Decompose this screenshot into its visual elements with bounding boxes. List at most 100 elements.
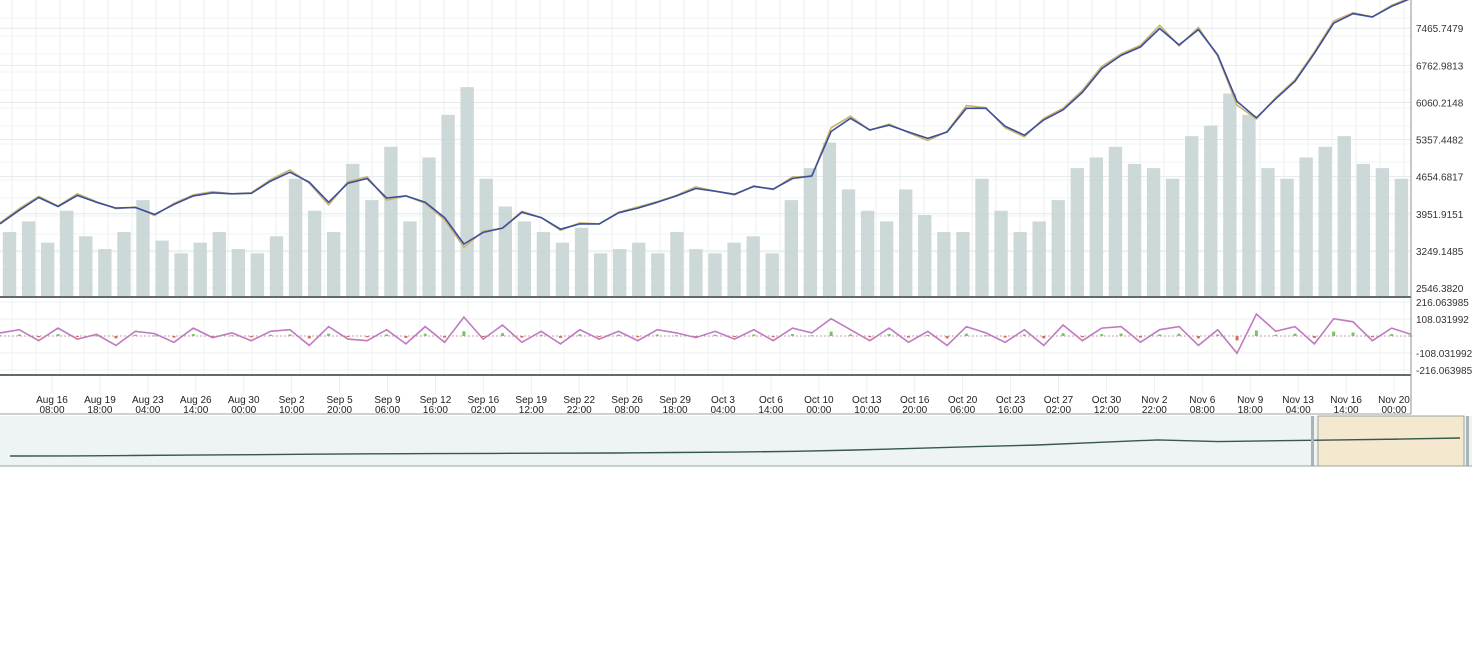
osc-histogram-bar [153,335,157,337]
osc-histogram-bar [211,336,215,337]
volume-bar [231,249,246,296]
volume-bar [1394,178,1409,296]
osc-histogram-bar [868,336,872,338]
price-tick-label: 7465.7479 [1416,24,1464,35]
x-tick-time-label: 08:00 [615,405,640,416]
volume-bar [193,242,207,296]
volume-bar [136,200,150,296]
osc-histogram-bar [1061,333,1065,336]
x-tick-date-label: Oct 3 [711,395,735,406]
osc-histogram-bar [1370,336,1374,338]
osc-histogram-bar [597,336,601,337]
osc-histogram-bar [790,334,794,336]
x-tick-time-label: 08:00 [39,405,64,416]
osc-histogram-bar [732,336,736,337]
volume-bar [879,221,894,296]
price-tick-label: 2546.3820 [1416,284,1464,295]
chart-svg: 7465.7479 6762.9813 6060.2148 5357.4482 4654… [0,0,1473,467]
volume-bar [784,200,798,296]
navigator[interactable] [0,415,1472,467]
osc-histogram-bar [1042,336,1046,339]
osc-histogram-bar [1390,334,1394,336]
x-tick-date-label: Nov 16 [1330,395,1362,406]
navigator-right-handle [1466,416,1469,466]
osc-histogram-bar [1293,333,1297,336]
x-tick-date-label: Aug 19 [84,395,116,406]
volume-bar [746,236,760,296]
volume-bar [517,221,532,296]
osc-tick-label: 216.063985 [1416,298,1469,309]
x-tick-time-label: 20:00 [327,405,352,416]
osc-histogram-bar [17,334,21,336]
osc-histogram-bar [1158,334,1162,336]
volume-bar [536,232,551,296]
x-tick-time-label: 12:00 [1094,405,1119,416]
osc-histogram-bar [1177,333,1181,336]
y-axis-labels: 7465.7479 6762.9813 6060.2148 5357.4482 4654… [1416,24,1473,377]
osc-histogram-bar [0,335,2,337]
volume-bar [498,206,512,296]
x-tick-time-label: 14:00 [183,405,208,416]
x-tick-time-label: 06:00 [950,405,975,416]
osc-histogram-bar [945,336,949,339]
volume-bar [727,242,741,296]
x-tick-time-label: 14:00 [758,405,783,416]
osc-histogram-bar [771,336,775,338]
volume-bar [1051,200,1065,296]
volume-bar [593,253,608,296]
osc-histogram-bar [636,336,640,338]
x-tick-date-label: Oct 20 [948,395,978,406]
x-tick-time-label: 20:00 [902,405,927,416]
volume-bar [269,236,284,296]
volume-bar [670,232,684,296]
x-tick-time-label: 12:00 [519,405,544,416]
osc-histogram-bar [539,334,543,336]
volume-bar [403,221,417,296]
osc-histogram-bar [655,334,659,336]
volume-layer [2,87,1409,297]
x-tick-time-label: 00:00 [231,405,256,416]
volume-bar [1242,114,1256,297]
volume-bar [307,210,322,296]
x-tick-date-label: Aug 26 [180,395,212,406]
osc-histogram-bar [520,336,524,338]
x-tick-date-label: Nov 13 [1282,395,1314,406]
osc-histogram-bar [249,336,253,338]
x-tick-date-label: Oct 16 [900,395,930,406]
volume-bar [1318,146,1332,296]
price-tick-label: 5357.4482 [1416,136,1464,147]
x-tick-date-label: Sep 19 [515,395,547,406]
x-tick-date-label: Sep 16 [468,395,500,406]
oscillator-line [0,312,1412,355]
volume-bar [956,232,970,296]
volume-bar [1165,178,1180,296]
osc-histogram-bar [172,336,176,338]
x-tick-date-label: Sep 26 [611,395,643,406]
volume-bar [250,253,265,296]
price-tick-label: 3249.1485 [1416,247,1464,258]
volume-bar [613,249,627,296]
volume-bar [1375,168,1390,296]
osc-histogram-bar [37,336,41,338]
volume-bar [422,157,436,296]
x-tick-date-label: Aug 23 [132,395,164,406]
volume-bar [860,210,875,296]
osc-histogram-bar [501,333,505,336]
x-tick-time-label: 18:00 [87,405,112,416]
osc-histogram-bar [617,334,621,336]
volume-bar [384,146,398,296]
volume-bar [327,232,341,296]
x-tick-date-label: Aug 30 [228,395,260,406]
frame-layer [0,0,1412,415]
x-tick-time-label: 18:00 [663,405,688,416]
x-tick-date-label: Sep 22 [563,395,595,406]
volume-bar [899,189,913,296]
volume-bar [937,232,951,296]
volume-bar [1299,157,1313,296]
osc-histogram-bar [133,334,137,336]
volume-bar [1013,232,1027,296]
osc-histogram-bar [1100,334,1104,336]
osc-tick-label: -216.063985 [1416,366,1473,377]
osc-histogram-bar [1351,332,1355,336]
volume-bar [708,253,722,296]
